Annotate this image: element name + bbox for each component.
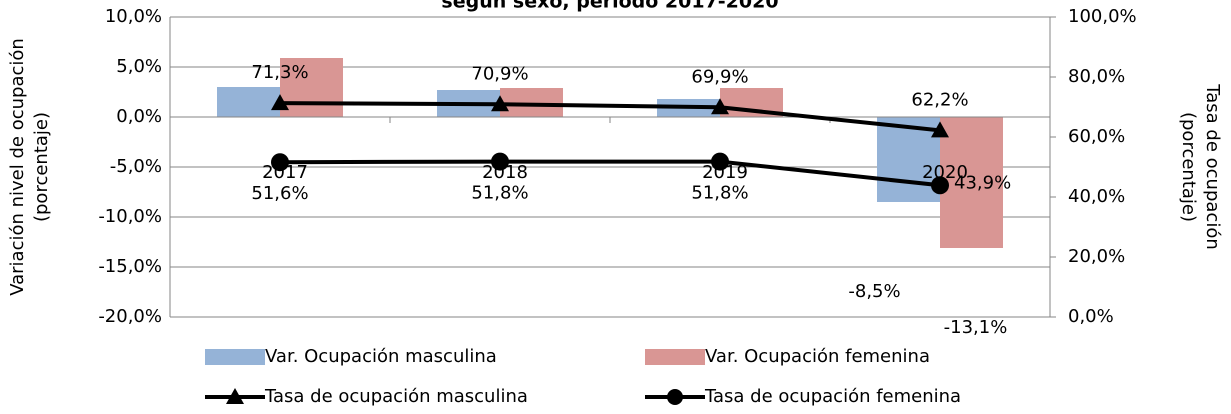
marker bbox=[711, 152, 729, 171]
marker bbox=[711, 98, 729, 115]
y2-tick-label: 60,0% bbox=[1068, 126, 1125, 147]
y2-tick-label: 40,0% bbox=[1068, 186, 1125, 207]
y-tick-label: 0,0% bbox=[116, 106, 162, 127]
y-tick-label: -5,0% bbox=[110, 156, 162, 177]
marker bbox=[491, 152, 509, 171]
line-value-label: 43,9% bbox=[954, 172, 1011, 193]
y2-axis-title: (porcentaje) bbox=[1178, 112, 1199, 222]
y-tick-label: -20,0% bbox=[98, 306, 162, 327]
legend-label: Tasa de ocupación femenina bbox=[704, 386, 961, 407]
y-axis-title: (porcentaje) bbox=[31, 112, 52, 222]
y2-tick-label: 80,0% bbox=[1068, 66, 1125, 87]
bar-value-label: -8,5% bbox=[848, 281, 900, 302]
line-value-label: 62,2% bbox=[911, 89, 968, 110]
legend-swatch bbox=[645, 349, 705, 365]
y2-tick-label: 100,0% bbox=[1068, 6, 1137, 27]
y-tick-label: -10,0% bbox=[98, 206, 162, 227]
y2-tick-label: 0,0% bbox=[1068, 306, 1114, 327]
line-value-label: 71,3% bbox=[251, 62, 308, 83]
marker bbox=[491, 95, 509, 112]
bar-value-label: -13,1% bbox=[944, 317, 1008, 338]
legend-label: Tasa de ocupación masculina bbox=[264, 386, 528, 407]
legend-swatch bbox=[205, 349, 265, 365]
y-tick-label: 5,0% bbox=[116, 56, 162, 77]
y-tick-label: 10,0% bbox=[105, 6, 162, 27]
y2-axis-title: Tasa de ocupación bbox=[1202, 83, 1223, 250]
legend-marker bbox=[226, 388, 244, 404]
legend-label: Var. Ocupación femenina bbox=[705, 346, 930, 367]
y-tick-label: -15,0% bbox=[98, 256, 162, 277]
bar bbox=[217, 87, 280, 117]
marker bbox=[271, 94, 289, 111]
marker bbox=[271, 153, 289, 172]
chart-title: según sexo, periodo 2017-2020 bbox=[441, 0, 778, 13]
line-value-label: 51,8% bbox=[471, 183, 528, 204]
line-value-label: 69,9% bbox=[691, 66, 748, 87]
line bbox=[279, 101, 941, 133]
line-value-label: 51,8% bbox=[691, 183, 748, 204]
y2-tick-label: 20,0% bbox=[1068, 246, 1125, 267]
bar bbox=[280, 58, 343, 117]
legend-marker bbox=[667, 389, 683, 405]
line-value-label: 51,6% bbox=[251, 183, 308, 204]
y-axis-title: Variación nivel de ocupación bbox=[7, 38, 28, 296]
marker bbox=[931, 121, 949, 138]
line bbox=[279, 159, 941, 188]
x-tick-label: 2020 bbox=[922, 162, 968, 183]
legend-label: Var. Ocupación masculina bbox=[265, 346, 497, 367]
marker bbox=[931, 176, 949, 195]
bar bbox=[940, 117, 1003, 248]
line-value-label: 70,9% bbox=[471, 63, 528, 84]
